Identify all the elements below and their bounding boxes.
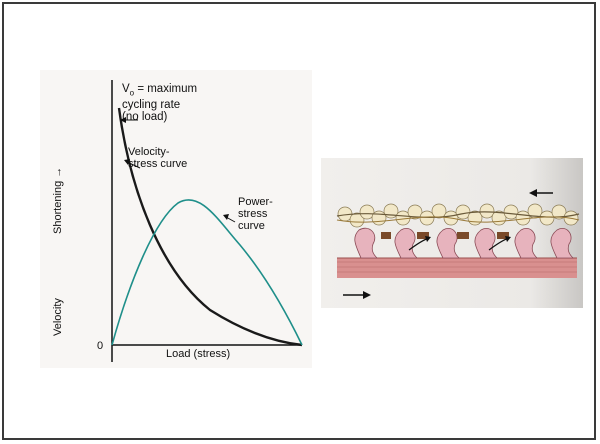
vo-line-3: (no load) <box>122 111 168 124</box>
velocity-stress-line-1: Velocity- <box>128 146 170 158</box>
muscle-svg <box>336 189 580 299</box>
power-stress-label: Power- stress curve <box>238 196 273 232</box>
arrow-right-icon <box>343 291 371 299</box>
vo-label: Vo = maximum cycling rate (no load) <box>122 83 197 123</box>
velocity-stress-label: Velocity- stress curve <box>128 146 187 170</box>
graph-svg <box>111 80 303 362</box>
power-stress-line-3: curve <box>238 220 265 232</box>
thick-filament <box>337 258 577 278</box>
vo-line-2: cycling rate <box>122 99 181 112</box>
vo-arrow <box>120 117 138 123</box>
origin-zero-label: 0 <box>97 340 104 352</box>
velocity-stress-arrow <box>124 159 141 169</box>
y-axis-label-velocity: Velocity <box>52 298 64 336</box>
muscle-sliding-filament-illustration <box>321 158 583 308</box>
vo-line-1: = maximum <box>134 83 198 95</box>
power-stress-curve <box>111 199 303 346</box>
power-stress-arrow <box>223 214 236 223</box>
vo-symbol: V <box>122 83 130 95</box>
power-stress-line-1: Power- <box>238 196 273 208</box>
velocity-stress-line-2: stress curve <box>128 158 188 170</box>
x-axis-label: Load (stress) <box>166 348 231 360</box>
vo-subscript: o <box>129 88 135 98</box>
velocity-stress-curve <box>117 107 303 347</box>
myosin-heads <box>354 227 574 259</box>
force-velocity-graph <box>40 70 312 368</box>
y-axis-label-shortening: Shortening → <box>52 166 64 234</box>
arrow-left-icon <box>529 189 553 197</box>
power-stroke-arrows <box>408 236 511 251</box>
power-stress-line-2: stress <box>238 208 268 220</box>
actin-thin-filament <box>336 203 580 228</box>
